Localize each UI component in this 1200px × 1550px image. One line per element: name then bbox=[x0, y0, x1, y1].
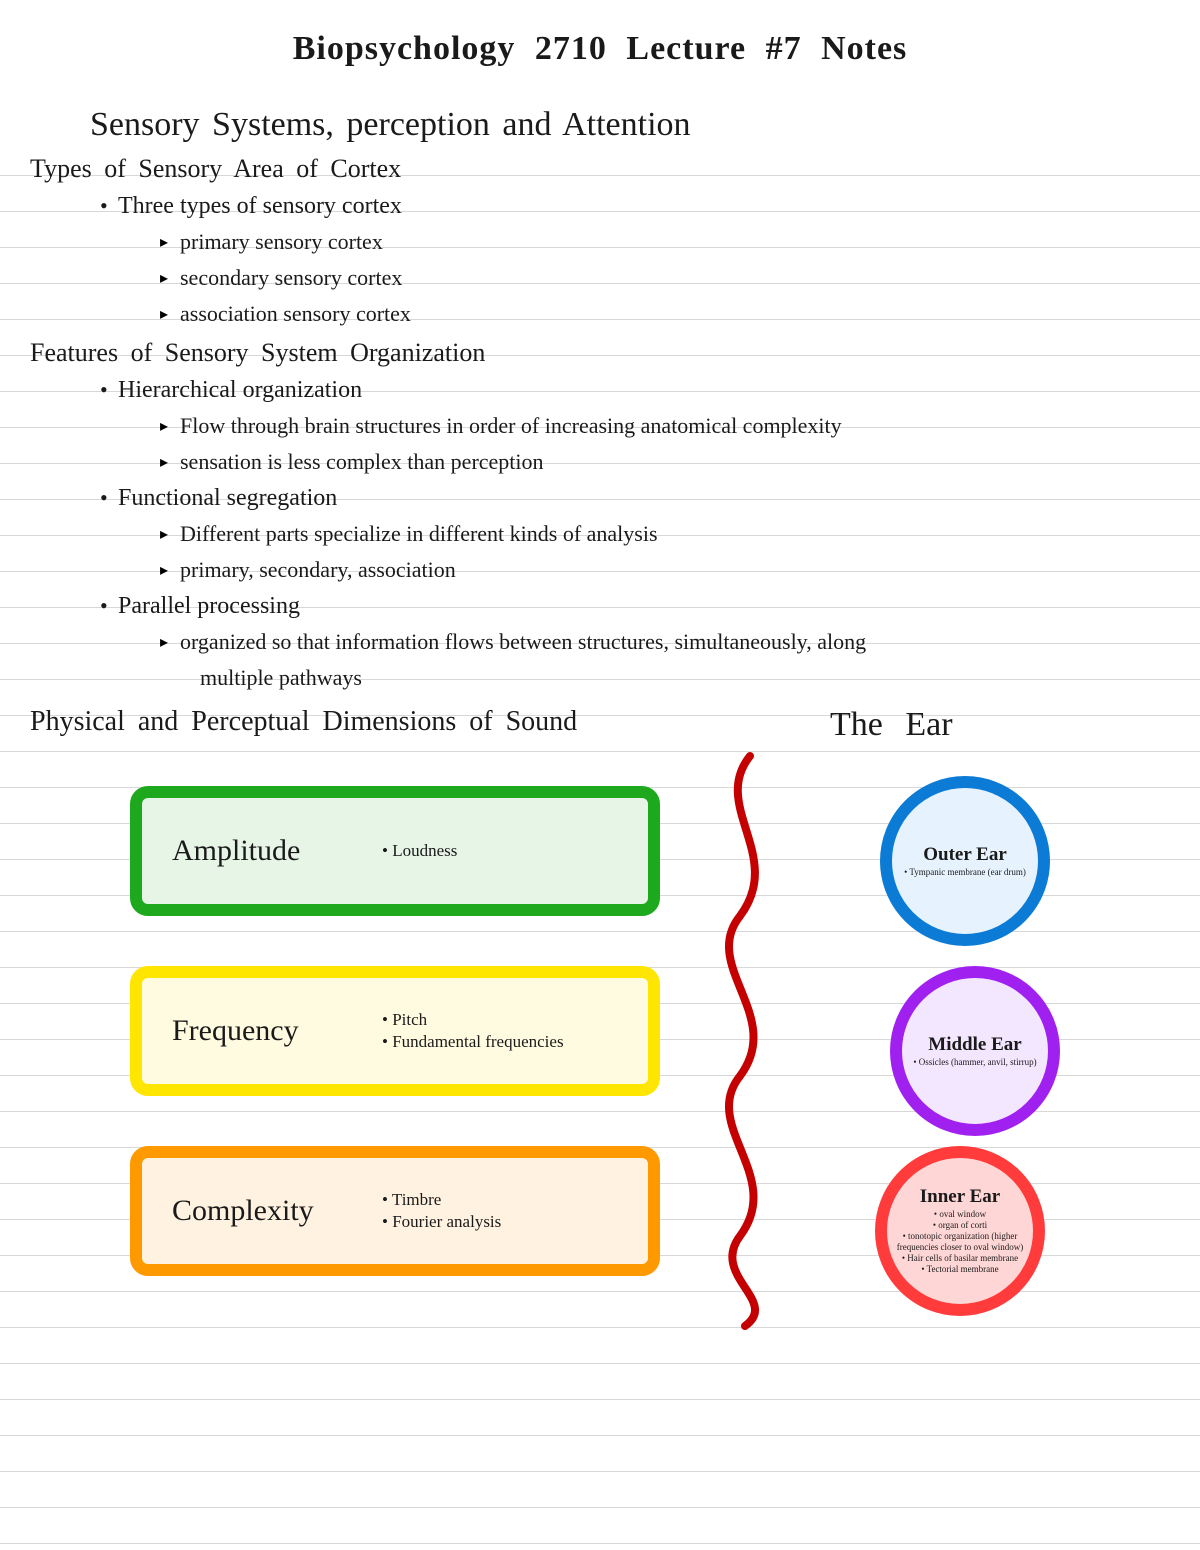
percepts: Timbre Fourier analysis bbox=[382, 1189, 501, 1233]
bullet-parallel: Parallel processing bbox=[100, 588, 1170, 624]
ear-details: Tympanic membrane (ear drum) bbox=[904, 867, 1026, 878]
bullet-three-types: Three types of sensory cortex bbox=[100, 188, 1170, 224]
brace-squiggle bbox=[690, 746, 800, 1336]
percept-item: Pitch bbox=[382, 1009, 564, 1031]
bullet-hierarchical: Hierarchical organization bbox=[100, 372, 1170, 408]
ear-detail-item: Hair cells of basilar membrane bbox=[895, 1253, 1025, 1264]
ear-heading: The Ear bbox=[830, 706, 953, 744]
ear-detail-item: Ossicles (hammer, anvil, stirrup) bbox=[913, 1057, 1036, 1068]
sub-flow: Flow through brain structures in order o… bbox=[160, 408, 1170, 444]
ear-title: Inner Ear bbox=[920, 1187, 1000, 1207]
sub-different-parts: Different parts specialize in different … bbox=[160, 516, 1170, 552]
brace-path bbox=[729, 756, 755, 1326]
sub-sensation: sensation is less complex than perceptio… bbox=[160, 444, 1170, 480]
ear-detail-item: oval window bbox=[895, 1209, 1025, 1220]
sub-primary-cortex: primary sensory cortex bbox=[160, 224, 1170, 260]
dim-label: Frequency bbox=[172, 1014, 382, 1048]
ear-circle-outer: Outer Ear Tympanic membrane (ear drum) bbox=[880, 776, 1050, 946]
dim-label: Complexity bbox=[172, 1194, 382, 1228]
ear-detail-item: Tectorial membrane bbox=[895, 1264, 1025, 1275]
sound-box-amplitude: Amplitude Loudness bbox=[130, 786, 660, 916]
sub-prim-sec-assoc: primary, secondary, association bbox=[160, 552, 1170, 588]
ear-circle-middle: Middle Ear Ossicles (hammer, anvil, stir… bbox=[890, 966, 1060, 1136]
diagrams-area: Physical and Perceptual Dimensions of So… bbox=[30, 706, 1170, 1356]
bullet-functional: Functional segregation bbox=[100, 480, 1170, 516]
percept-item: Timbre bbox=[382, 1189, 501, 1211]
sub-organized-cont: multiple pathways bbox=[180, 660, 1170, 696]
course-title: Biopsychology 2710 Lecture #7 Notes bbox=[30, 30, 1170, 68]
ear-details: oval window organ of corti tonotopic org… bbox=[895, 1209, 1025, 1275]
sound-box-frequency: Frequency Pitch Fundamental frequencies bbox=[130, 966, 660, 1096]
dim-label: Amplitude bbox=[172, 834, 382, 868]
sound-box-complexity: Complexity Timbre Fourier analysis bbox=[130, 1146, 660, 1276]
ear-title: Middle Ear bbox=[928, 1035, 1021, 1055]
percepts: Pitch Fundamental frequencies bbox=[382, 1009, 564, 1053]
section-heading-types: Types of Sensory Area of Cortex bbox=[30, 154, 1170, 184]
percept-item: Fourier analysis bbox=[382, 1211, 501, 1233]
ear-details: Ossicles (hammer, anvil, stirrup) bbox=[913, 1057, 1036, 1068]
sound-heading: Physical and Perceptual Dimensions of So… bbox=[30, 706, 577, 738]
sub-secondary-cortex: secondary sensory cortex bbox=[160, 260, 1170, 296]
percept-item: Fundamental frequencies bbox=[382, 1031, 564, 1053]
section-heading-features: Features of Sensory System Organization bbox=[30, 338, 1170, 368]
ear-detail-item: Tympanic membrane (ear drum) bbox=[904, 867, 1026, 878]
ear-detail-item: tonotopic organization (higher frequenci… bbox=[895, 1231, 1025, 1253]
ear-detail-item: organ of corti bbox=[895, 1220, 1025, 1231]
topic-title: Sensory Systems, perception and Attentio… bbox=[90, 106, 1170, 144]
ear-circle-inner: Inner Ear oval window organ of corti ton… bbox=[875, 1146, 1045, 1316]
sub-association-cortex: association sensory cortex bbox=[160, 296, 1170, 332]
ear-title: Outer Ear bbox=[923, 845, 1007, 865]
percept-item: Loudness bbox=[382, 840, 457, 862]
percepts: Loudness bbox=[382, 840, 457, 862]
sub-organized: organized so that information flows betw… bbox=[160, 624, 1170, 660]
page: Biopsychology 2710 Lecture #7 Notes Sens… bbox=[0, 0, 1200, 1550]
